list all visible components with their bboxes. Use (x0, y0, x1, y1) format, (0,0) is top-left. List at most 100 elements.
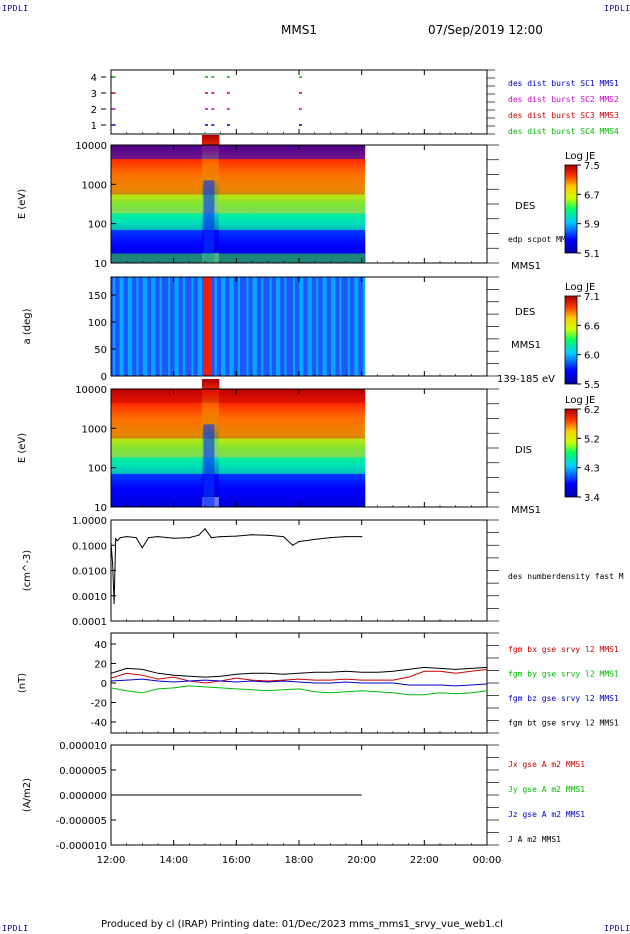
des-pad-column (142, 277, 146, 376)
des-pad-column (182, 277, 186, 376)
des-pad-range: 139-185 eV (497, 374, 555, 385)
dis-energy-colorbar-label: 4.3 (584, 464, 600, 475)
des-pad-column (174, 277, 178, 376)
des-pad-column (235, 277, 239, 376)
des-pad-column (352, 277, 355, 376)
des-pad-column (254, 277, 258, 376)
des-pad-column (157, 277, 161, 376)
bfield-series-4 (110, 666, 488, 678)
des-pad-column (284, 277, 288, 376)
des-pad-column (134, 277, 137, 376)
density-point (220, 536, 222, 538)
des-energy-y-tick-label: 10000 (75, 141, 107, 152)
des-pad-column (201, 277, 205, 376)
availability-y-tick-label: 1 (91, 121, 97, 132)
bfield-legend-3: fgm bz gse srvy l2 MMS1 (508, 694, 619, 703)
dis-energy-low-band (111, 457, 365, 474)
bfield-series-3 (110, 678, 488, 687)
des-pad-column (187, 277, 190, 376)
availability-legend-2: des dist burst SC2 MMS2 (508, 95, 619, 104)
panel-frame (110, 632, 488, 734)
des-pad-column (231, 277, 235, 376)
des-pad-column (229, 277, 233, 376)
des-pad-y-tick-label: 50 (94, 345, 107, 356)
des-pad-column (227, 277, 230, 376)
density-point (235, 535, 237, 537)
des-pad-column (125, 277, 129, 376)
bfield-y-tick-label: 0 (101, 679, 107, 690)
des-pad-column (286, 277, 290, 376)
des-pad-column (305, 277, 309, 376)
des-pad-column (149, 277, 152, 376)
des-pad-column (225, 277, 228, 376)
bfield-ylabel: (nT) (17, 673, 28, 693)
des-pad-colorbar-title: Log JE (565, 282, 595, 293)
density-point (314, 538, 316, 541)
des-energy-top-band (111, 145, 365, 160)
density-point (210, 537, 212, 539)
des-pad-column (345, 277, 349, 376)
availability-legend-3: des dist burst SC3 MMS3 (508, 111, 619, 120)
des-pad-column (170, 277, 173, 376)
des-pad-column (299, 277, 302, 376)
bfield-y-tick-label: -20 (91, 699, 107, 710)
des-pad-column (220, 277, 224, 376)
des-pad-column (197, 277, 201, 376)
des-pad-column (263, 277, 266, 376)
des-pad-column (113, 277, 116, 376)
des-pad-column (246, 277, 249, 376)
des-pad-column (163, 277, 167, 376)
density-point (173, 537, 175, 539)
des-pad-column (333, 277, 336, 376)
density-legend: des numberdensity fast M (508, 572, 624, 581)
des-pad-column (117, 277, 120, 376)
des-pad-column (347, 277, 351, 376)
dis-energy-colorbar-title: Log JE (565, 395, 595, 406)
des-pad-colorbar-label: 7.1 (584, 292, 600, 303)
dis-energy-bottom-band (111, 473, 365, 507)
density-y-tick-label: 0.1000 (72, 541, 107, 552)
density-y-tick-label: 0.0100 (72, 567, 107, 578)
des-pad-column (288, 277, 292, 376)
des-pad-column (360, 277, 364, 376)
bfield-y-tick-label: -40 (91, 718, 107, 729)
density-point (345, 536, 347, 538)
des-pad-column (290, 277, 294, 376)
des-pad-colorbar-label: 5.5 (584, 380, 600, 391)
des-energy-colorbar (564, 164, 578, 254)
des-pad-column (136, 277, 139, 376)
des-pad-column (185, 277, 188, 376)
des-pad-column (161, 277, 165, 376)
des-pad-y-tick-label: 100 (88, 318, 107, 329)
des-pad-column (159, 277, 163, 376)
des-pad-column (282, 277, 285, 376)
des-pad-column (144, 277, 148, 376)
des-pad-column (280, 277, 283, 376)
des-pad-column (358, 277, 362, 376)
des-pad-column (320, 277, 323, 376)
des-pad-column (261, 277, 264, 376)
des-pad-column (349, 277, 353, 376)
des-pad-column (216, 277, 220, 376)
dis-energy-colorbar-label: 3.4 (584, 493, 600, 504)
des-pad-column (178, 277, 182, 376)
density-ylabel: (cm^-3) (22, 550, 33, 591)
dis-energy-top-band (111, 389, 365, 404)
des-pad-column (326, 277, 330, 376)
des-pad-column (311, 277, 315, 376)
des-pad-column (295, 277, 298, 376)
dis-energy-instrument: DIS (515, 445, 532, 456)
des-pad-column (153, 277, 156, 376)
des-pad-column (265, 277, 269, 376)
des-pad-column (354, 277, 357, 376)
des-pad-column (269, 277, 273, 376)
des-pad-column (275, 277, 279, 376)
density-point (148, 537, 150, 539)
dis-energy-mid-band (111, 438, 365, 458)
x-tick-label: 14:00 (159, 855, 188, 866)
des-pad-column (307, 277, 311, 376)
des-pad-column (343, 277, 347, 376)
des-energy-instrument: DES (515, 201, 535, 212)
des-pad-column (237, 277, 241, 376)
